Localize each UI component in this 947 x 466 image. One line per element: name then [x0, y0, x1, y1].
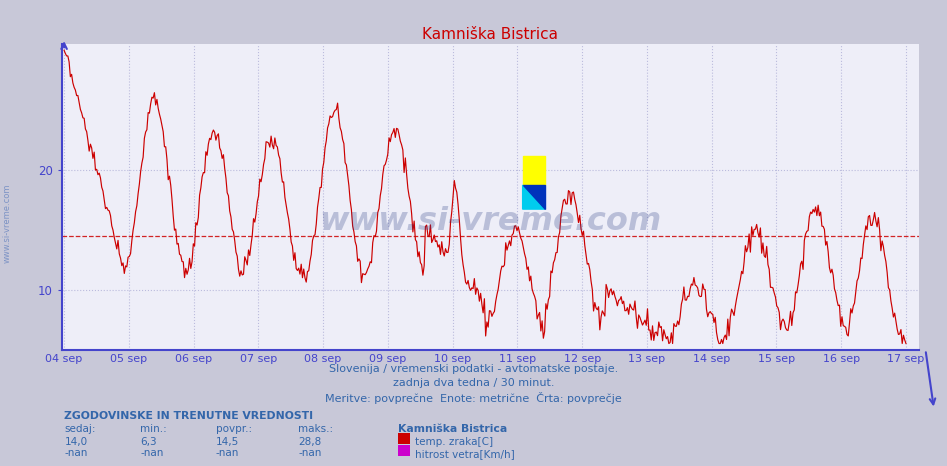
Text: hitrost vetra[Km/h]: hitrost vetra[Km/h]: [415, 449, 514, 459]
Text: Slovenija / vremenski podatki - avtomatske postaje.: Slovenija / vremenski podatki - avtomats…: [329, 364, 618, 374]
Text: zadnja dva tedna / 30 minut.: zadnja dva tedna / 30 minut.: [393, 378, 554, 388]
Text: www.si-vreme.com: www.si-vreme.com: [3, 184, 12, 263]
Text: min.:: min.:: [140, 424, 167, 434]
Text: maks.:: maks.:: [298, 424, 333, 434]
Text: Kamniška Bistrica: Kamniška Bistrica: [398, 424, 507, 434]
Bar: [523, 156, 545, 185]
Polygon shape: [523, 185, 545, 209]
Title: Kamniška Bistrica: Kamniška Bistrica: [422, 27, 558, 42]
Text: 6,3: 6,3: [140, 437, 157, 446]
Text: ZGODOVINSKE IN TRENUTNE VREDNOSTI: ZGODOVINSKE IN TRENUTNE VREDNOSTI: [64, 411, 313, 421]
Text: -nan: -nan: [298, 448, 322, 458]
Text: sedaj:: sedaj:: [64, 424, 96, 434]
Text: -nan: -nan: [64, 448, 88, 458]
Text: povpr.:: povpr.:: [216, 424, 252, 434]
Text: 14,0: 14,0: [64, 437, 87, 446]
Text: -nan: -nan: [216, 448, 240, 458]
Polygon shape: [523, 185, 545, 209]
Text: www.si-vreme.com: www.si-vreme.com: [319, 206, 661, 237]
Text: 14,5: 14,5: [216, 437, 240, 446]
Text: Meritve: povprečne  Enote: metrične  Črta: povprečje: Meritve: povprečne Enote: metrične Črta:…: [325, 392, 622, 404]
Text: temp. zraka[C]: temp. zraka[C]: [415, 437, 492, 446]
Text: 28,8: 28,8: [298, 437, 322, 446]
Text: -nan: -nan: [140, 448, 164, 458]
